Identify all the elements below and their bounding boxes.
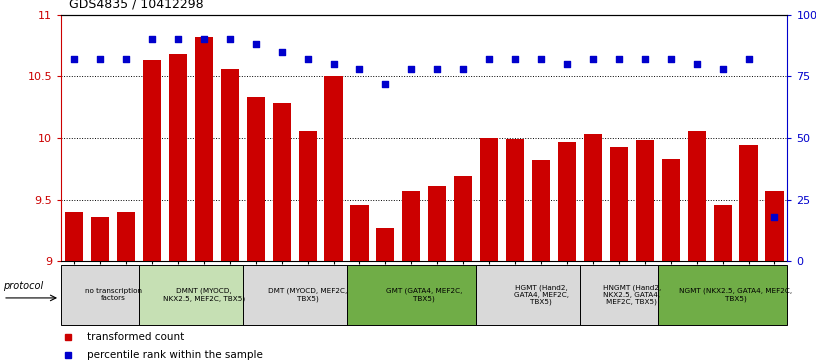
Point bbox=[68, 56, 81, 62]
Bar bbox=[350, 205, 369, 261]
Bar bbox=[713, 205, 732, 261]
Text: HGMT (Hand2,
GATA4, MEF2C,
TBX5): HGMT (Hand2, GATA4, MEF2C, TBX5) bbox=[513, 285, 569, 305]
Bar bbox=[636, 140, 654, 261]
Bar bbox=[220, 69, 239, 261]
Text: NGMT (NKX2.5, GATA4, MEF2C,
TBX5): NGMT (NKX2.5, GATA4, MEF2C, TBX5) bbox=[679, 288, 792, 302]
Point bbox=[94, 56, 107, 62]
Bar bbox=[688, 131, 706, 261]
Bar bbox=[246, 97, 265, 261]
Point bbox=[119, 56, 132, 62]
Point bbox=[353, 66, 366, 72]
Text: GDS4835 / 10412298: GDS4835 / 10412298 bbox=[69, 0, 204, 11]
Bar bbox=[143, 60, 161, 261]
Bar bbox=[658, 265, 787, 325]
Point bbox=[457, 66, 470, 72]
Bar bbox=[428, 186, 446, 261]
Bar bbox=[532, 160, 550, 261]
Bar bbox=[506, 139, 524, 261]
Text: percentile rank within the sample: percentile rank within the sample bbox=[86, 350, 263, 360]
Point bbox=[197, 36, 211, 42]
Bar bbox=[273, 103, 290, 261]
Point bbox=[224, 36, 237, 42]
Point bbox=[742, 56, 755, 62]
Bar bbox=[662, 159, 680, 261]
Bar bbox=[347, 265, 477, 325]
Point bbox=[327, 61, 340, 67]
Bar bbox=[169, 54, 187, 261]
Bar bbox=[242, 265, 347, 325]
Text: HNGMT (Hand2,
NKX2.5, GATA4,
MEF2C, TBX5): HNGMT (Hand2, NKX2.5, GATA4, MEF2C, TBX5… bbox=[603, 285, 661, 305]
Point bbox=[716, 66, 730, 72]
Point bbox=[534, 56, 548, 62]
Bar bbox=[580, 265, 658, 325]
Bar bbox=[195, 37, 213, 261]
Bar bbox=[61, 265, 139, 325]
Point bbox=[638, 56, 651, 62]
Point bbox=[768, 214, 781, 220]
Bar bbox=[480, 138, 499, 261]
Point bbox=[508, 56, 521, 62]
Text: transformed count: transformed count bbox=[86, 332, 184, 342]
Bar bbox=[117, 212, 135, 261]
Bar bbox=[91, 217, 109, 261]
Point bbox=[379, 81, 392, 86]
Point bbox=[561, 61, 574, 67]
Point bbox=[431, 66, 444, 72]
Bar bbox=[299, 131, 317, 261]
Text: DMT (MYOCD, MEF2C,
TBX5): DMT (MYOCD, MEF2C, TBX5) bbox=[268, 288, 348, 302]
Point bbox=[171, 36, 184, 42]
Bar bbox=[139, 265, 242, 325]
Point bbox=[301, 56, 314, 62]
Point bbox=[249, 41, 262, 47]
Bar bbox=[477, 265, 580, 325]
Text: GMT (GATA4, MEF2C,
TBX5): GMT (GATA4, MEF2C, TBX5) bbox=[386, 288, 463, 302]
Point bbox=[275, 49, 288, 54]
Text: protocol: protocol bbox=[3, 281, 43, 291]
Bar bbox=[402, 191, 420, 261]
Point bbox=[587, 56, 600, 62]
Point bbox=[664, 56, 677, 62]
Bar bbox=[583, 134, 602, 261]
Text: no transcription
factors: no transcription factors bbox=[85, 289, 141, 301]
Text: DMNT (MYOCD,
NKX2.5, MEF2C, TBX5): DMNT (MYOCD, NKX2.5, MEF2C, TBX5) bbox=[162, 288, 245, 302]
Point bbox=[482, 56, 495, 62]
Point bbox=[145, 36, 158, 42]
Point bbox=[612, 56, 625, 62]
Bar bbox=[610, 147, 628, 261]
Bar bbox=[739, 145, 757, 261]
Point bbox=[405, 66, 418, 72]
Bar bbox=[455, 176, 472, 261]
Bar bbox=[65, 212, 83, 261]
Bar bbox=[325, 76, 343, 261]
Bar bbox=[558, 142, 576, 261]
Bar bbox=[376, 228, 394, 261]
Point bbox=[690, 61, 703, 67]
Bar bbox=[765, 191, 783, 261]
